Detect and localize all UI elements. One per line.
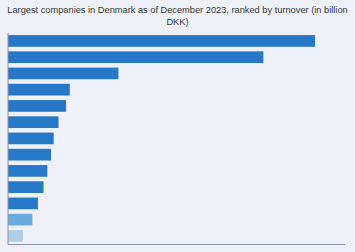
- bar: [8, 100, 66, 112]
- title-line: Largest companies in Denmark as of Decem…: [7, 5, 347, 15]
- bar: [8, 165, 47, 177]
- bar: [8, 214, 32, 226]
- bar: [8, 181, 44, 193]
- bar: [8, 230, 23, 242]
- bar: [8, 51, 263, 63]
- title: Largest companies in Denmark as of Decem…: [7, 5, 347, 27]
- title-line: DKK): [166, 17, 188, 27]
- y-axis-line: [8, 33, 9, 245]
- chart: Largest companies in Denmark as of Decem…: [0, 0, 355, 252]
- bar: [8, 116, 59, 128]
- bar: [8, 68, 118, 80]
- bar: [8, 198, 38, 210]
- bar: [8, 35, 315, 47]
- bar: [8, 84, 70, 96]
- background: [0, 0, 355, 252]
- bar: [8, 149, 51, 161]
- bars: [8, 35, 315, 242]
- x-axis-line: [8, 244, 345, 245]
- bar: [8, 133, 54, 145]
